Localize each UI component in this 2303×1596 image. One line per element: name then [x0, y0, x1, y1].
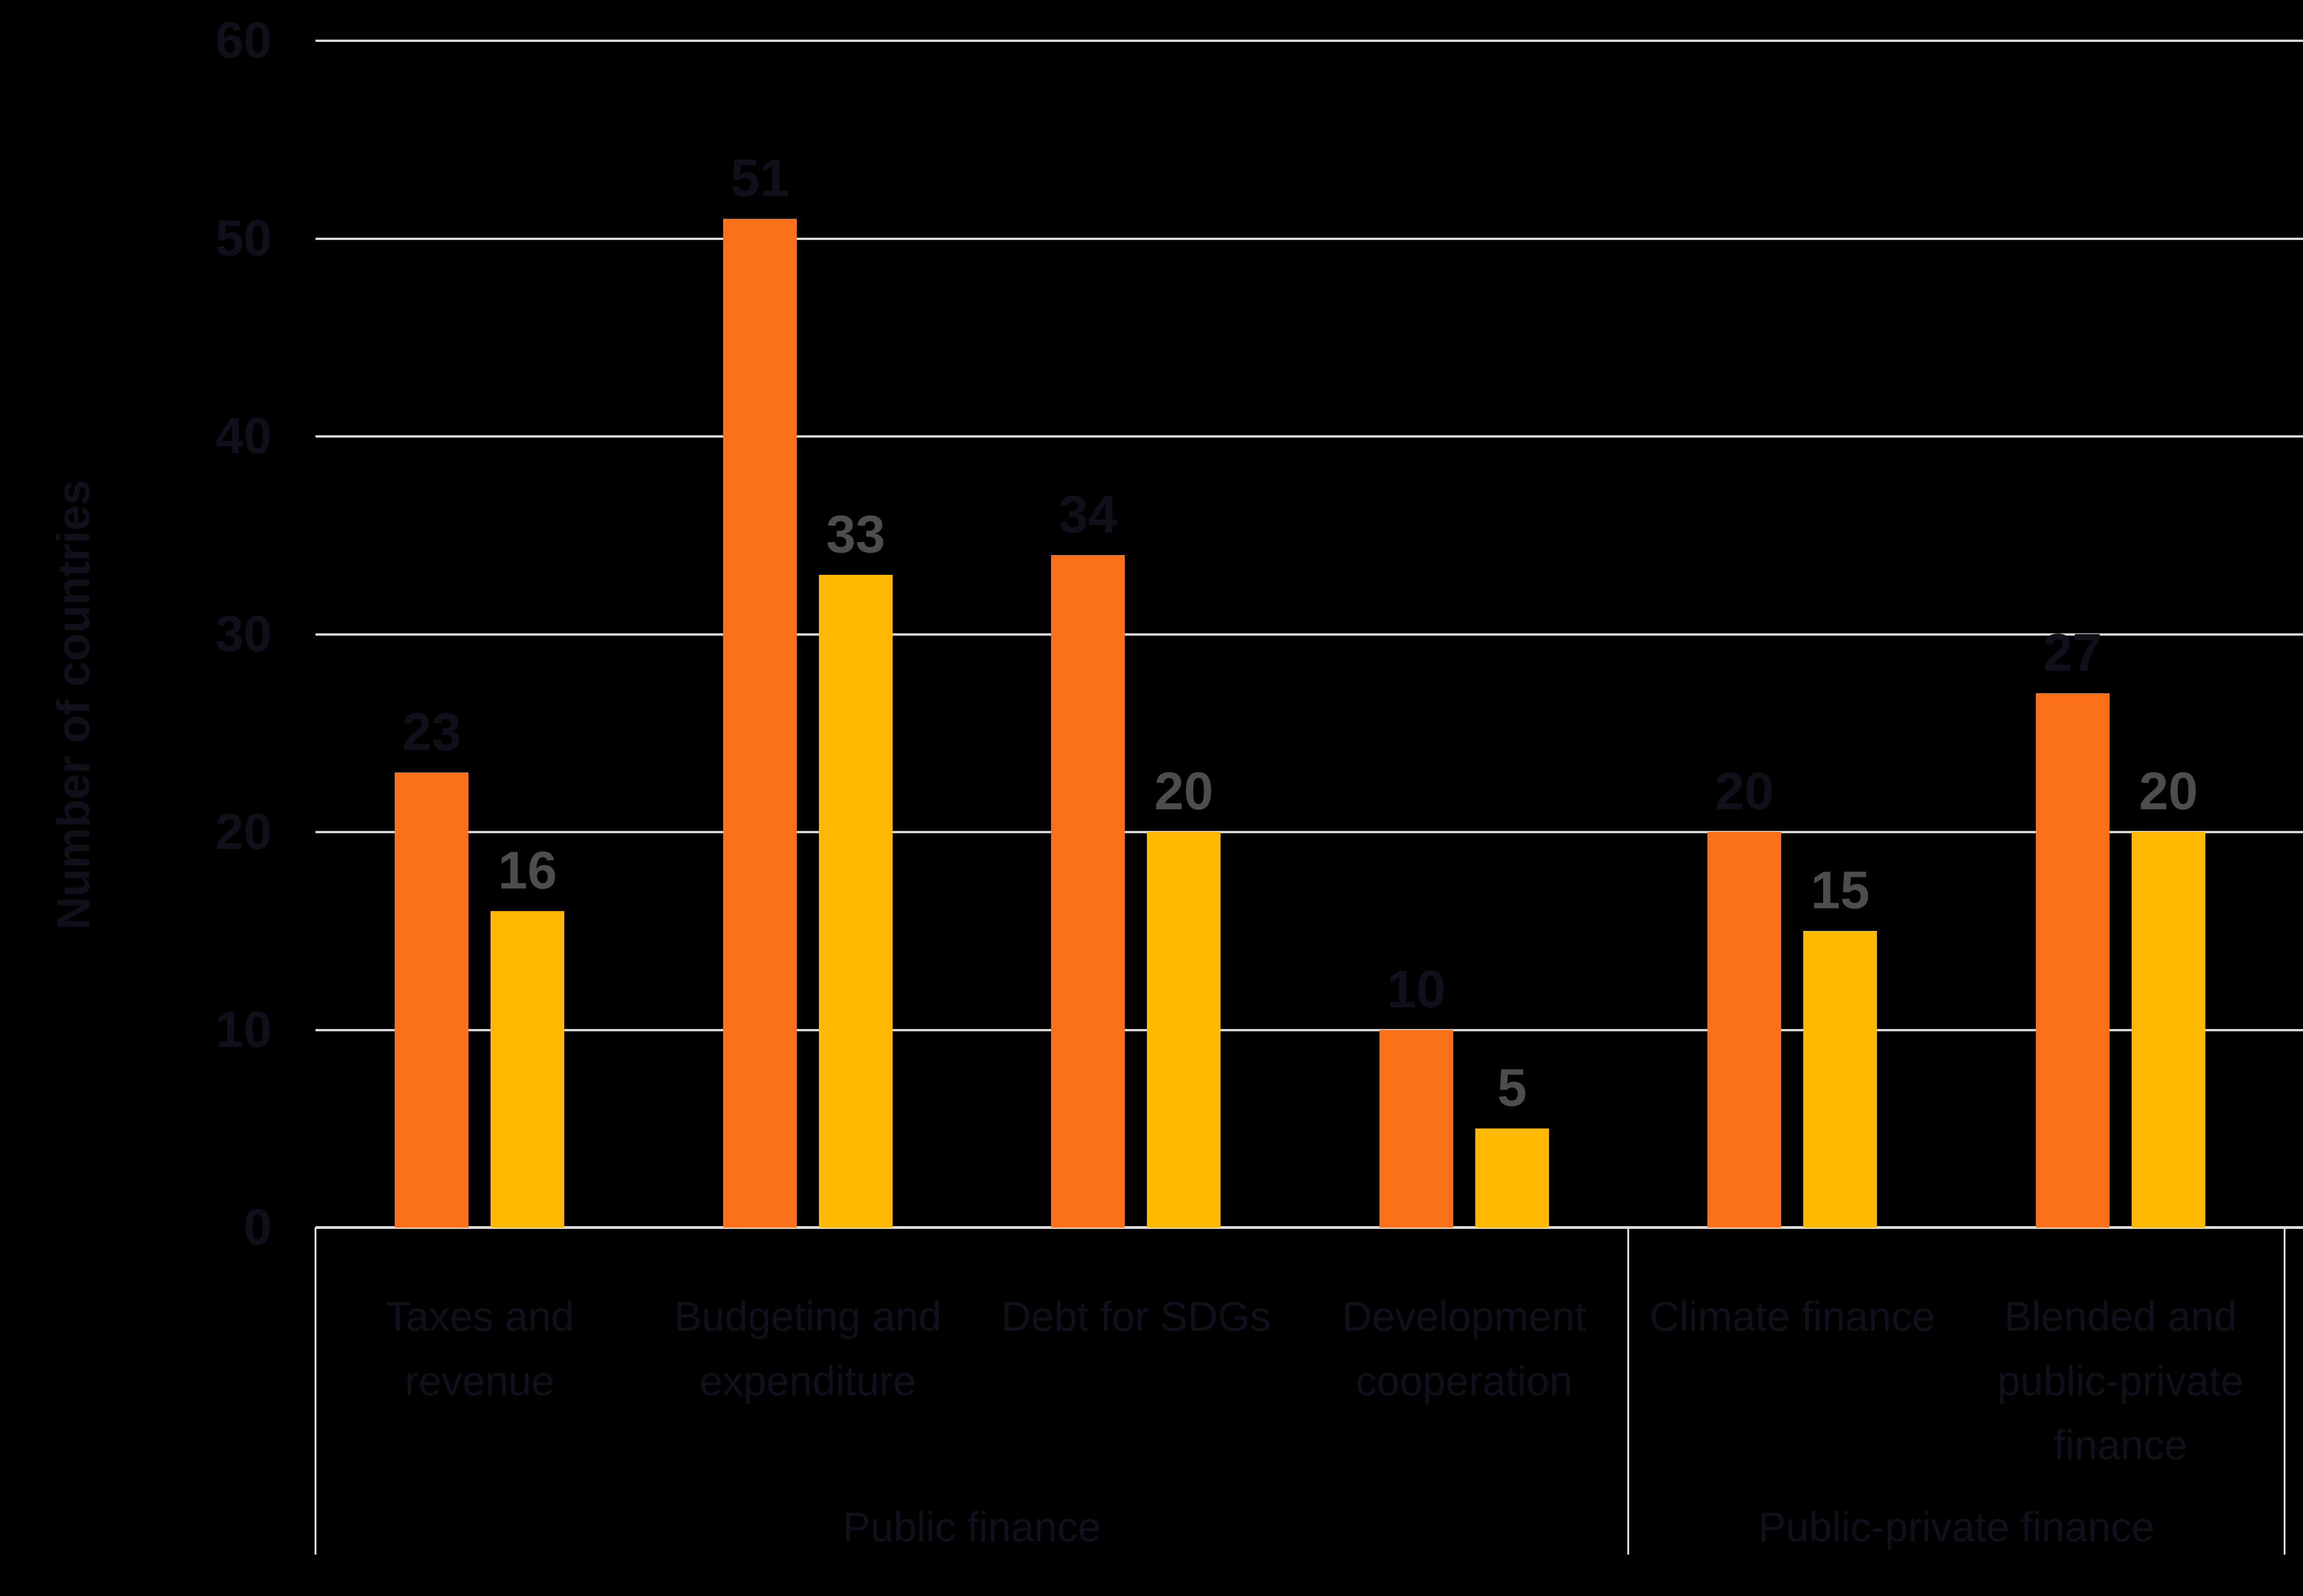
y-tick-label: 40	[215, 408, 272, 464]
y-tick-label: 50	[215, 210, 272, 267]
category-label: Taxes and revenue	[385, 1294, 574, 1404]
orange-bar	[723, 218, 797, 1228]
group-separator	[315, 1228, 316, 1555]
y-tick-label: 10	[215, 1001, 272, 1058]
bar-value-label: 16	[498, 841, 557, 900]
category-label: Blended and public-private finance	[1997, 1294, 2244, 1468]
category-label: Development cooperation	[1342, 1294, 1586, 1404]
orange-bar	[2035, 693, 2110, 1228]
bar-value-label: 15	[1811, 860, 1870, 920]
yellow-bar	[491, 911, 565, 1228]
bar-value-label: 10	[1386, 959, 1446, 1019]
group-separator	[2284, 1228, 2285, 1555]
gridline	[316, 40, 2303, 42]
bar-value-label: 51	[730, 148, 789, 208]
group-label: Private finance	[2285, 1502, 2303, 1552]
y-tick-label: 30	[215, 605, 272, 662]
bar-value-label: 20	[2139, 762, 2198, 821]
category-label: Budgeting and expenditure	[674, 1294, 942, 1404]
bar-value-label: 23	[402, 702, 462, 762]
group-separator	[1627, 1228, 1629, 1555]
category-label: Climate finance	[1649, 1294, 1935, 1340]
category-label: Debt for SDGs	[1001, 1294, 1271, 1340]
yellow-bar	[1147, 832, 1221, 1228]
group-label: Public-private finance	[1758, 1504, 2155, 1550]
group-label: Public finance	[842, 1504, 1101, 1550]
bar-value-label: 34	[1058, 485, 1118, 544]
gridline	[316, 237, 2303, 240]
orange-bar	[1379, 1029, 1453, 1228]
bar-value-label: 33	[826, 504, 885, 564]
yellow-bar	[818, 574, 893, 1228]
y-tick-label: 20	[215, 803, 272, 860]
gridline	[316, 1029, 2303, 1031]
y-tick-label: 60	[215, 12, 272, 69]
bar-value-label: 20	[1715, 762, 1774, 821]
bar-value-label: 20	[1154, 762, 1214, 821]
x-axis-line	[316, 1226, 2303, 1229]
orange-bar	[1051, 555, 1125, 1228]
bar-value-label: 5	[1497, 1058, 1527, 1118]
orange-bar	[395, 772, 469, 1228]
gridline	[316, 435, 2303, 438]
bar-value-label: 27	[2043, 623, 2102, 683]
gridline	[316, 633, 2303, 636]
yellow-bar	[1803, 930, 1877, 1228]
gridline	[316, 831, 2303, 833]
orange-bar	[1707, 832, 1782, 1228]
y-tick-label: 0	[243, 1199, 272, 1256]
yellow-bar	[2131, 832, 2205, 1228]
yellow-bar	[1475, 1128, 1549, 1228]
category-label: Financial markets and insurance	[2292, 1285, 2303, 1478]
